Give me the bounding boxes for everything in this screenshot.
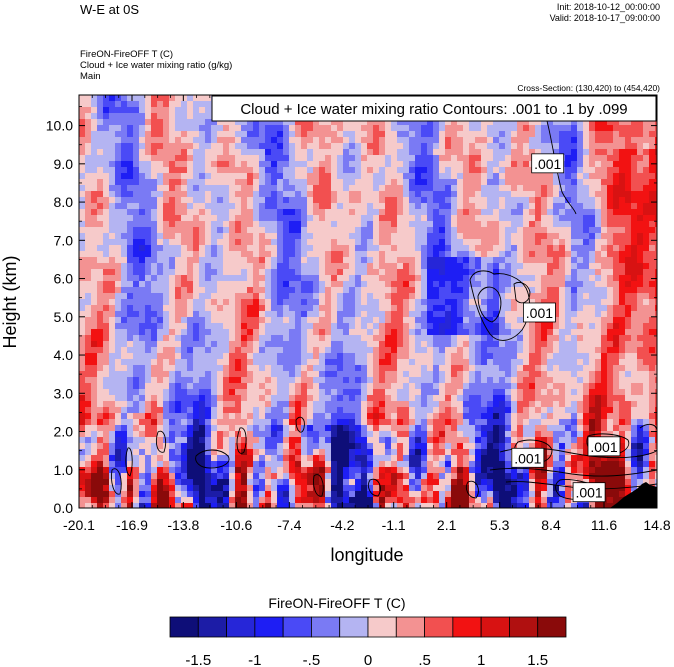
colorbar-swatch [282, 616, 312, 638]
cross-section-label: Cross-Section: (130,420) to (454,420) [517, 83, 660, 93]
y-tick-label: 6.0 [54, 271, 74, 287]
x-tick-label: 5.3 [490, 517, 510, 533]
contour-label: .001 [534, 156, 561, 172]
y-tick-label: 3.0 [54, 385, 74, 401]
colorbar-tick-label: -.5 [303, 652, 321, 667]
y-tick-label: 10.0 [46, 118, 73, 134]
y-tick-label: 5.0 [54, 309, 74, 325]
contour-label: .001 [575, 485, 602, 501]
contour-annotation: Cloud + Ice water mixing ratio Contours:… [240, 101, 627, 118]
colorbar: -1.5 -1 -.5 0 .5 1 1.5 [169, 616, 567, 667]
x-tick-label: -7.4 [277, 517, 301, 533]
x-tick-label: 14.8 [643, 517, 670, 533]
colorbar-swatch [509, 616, 539, 638]
colorbar-tick-label: 1.5 [527, 652, 548, 667]
x-tick-label: -13.8 [167, 517, 199, 533]
colorbar-swatch [537, 616, 567, 638]
x-axis-label: longitude [330, 545, 403, 565]
contour-line [236, 427, 247, 454]
colorbar-tick-label: 1 [477, 652, 485, 667]
y-tick-label: 2.0 [54, 424, 74, 440]
colorbar-swatch [254, 616, 284, 638]
valid-time: Valid: 2018-10-17_09:00:00 [549, 13, 660, 23]
contour-label: .001 [590, 439, 617, 455]
contour-line [155, 430, 167, 453]
y-tick-label: 8.0 [54, 194, 74, 210]
init-time: Init: 2018-10-12_00:00:00 [556, 2, 660, 12]
colorbar-swatch [226, 616, 256, 638]
y-axis-label: Height (km) [0, 255, 20, 348]
mixing-ratio-contours [111, 120, 657, 500]
contour-label-box [531, 153, 565, 174]
colorbar-tick-label: -1 [248, 652, 261, 667]
x-tick-label: -20.1 [63, 517, 95, 533]
contour-line [313, 474, 324, 497]
contour-line [125, 447, 133, 477]
colorbar-tick-label: 0 [364, 652, 372, 667]
contour-label: .001 [526, 305, 553, 321]
contour-label-box [572, 482, 606, 503]
y-tick-label: 7.0 [54, 232, 74, 248]
x-tick-label: -16.9 [116, 517, 148, 533]
y-tick-label: 1.0 [54, 462, 74, 478]
x-tick-label: 2.1 [437, 517, 457, 533]
contour-label: .001 [514, 450, 541, 466]
heatmap-field [79, 95, 657, 508]
x-tick-label: -10.6 [220, 517, 252, 533]
y-tick-label: 0.0 [54, 500, 74, 516]
x-tick-label: -1.1 [382, 517, 406, 533]
x-tick-label: 11.6 [591, 517, 617, 533]
colorbar-swatch [311, 616, 341, 638]
axes: -20.1 -16.9 -13.8 -10.6 -7.4 -4.2 -1.1 2.1 5.3 8.… [46, 95, 671, 533]
contour-annotation-box: Cloud + Ice water mixing ratio Contours:… [211, 95, 657, 122]
contour-line [465, 480, 479, 499]
y-tick-label: 9.0 [54, 156, 74, 172]
contour-line [295, 416, 305, 433]
colorbar-swatch [452, 616, 482, 638]
contour-line [546, 120, 577, 215]
y-tick-label: 4.0 [54, 347, 74, 363]
field-line-1: FireON-FireOFF T (C) [80, 49, 174, 60]
field-line-2: Cloud + Ice water mixing ratio (g/kg) [80, 60, 233, 71]
terrain [610, 482, 657, 508]
field-info: FireON-FireOFF T (C) Cloud + Ice water m… [80, 49, 232, 82]
colorbar-title: FireON-FireOFF T (C) [268, 595, 406, 611]
colorbar-swatch [395, 616, 425, 638]
colorbar-swatch [339, 616, 369, 638]
colorbar-swatch [480, 616, 510, 638]
x-tick-label: 8.4 [541, 517, 561, 533]
contour-line [513, 281, 531, 304]
colorbar-swatch [197, 616, 227, 638]
plot-title: W-E at 0S [80, 2, 140, 17]
contour-labels: .001 .001 .001 .001 .001 [511, 153, 621, 503]
contour-line [111, 468, 122, 495]
colorbar-tick-label: .5 [418, 652, 431, 667]
contour-line [195, 449, 230, 469]
field-line-3: Main [80, 71, 101, 82]
contour-label-box [587, 436, 621, 457]
contour-line [489, 467, 657, 477]
x-tick-label: -4.2 [330, 517, 354, 533]
colorbar-swatch [367, 616, 397, 638]
colorbar-swatch [169, 616, 199, 638]
init-valid-times: Init: 2018-10-12_00:00:00 Valid: 2018-10… [550, 2, 660, 24]
colorbar-swatch [424, 616, 454, 638]
contour-line [367, 478, 381, 497]
contour-line [477, 286, 502, 323]
contour-label-box [511, 447, 545, 468]
colorbar-tick-label: -1.5 [185, 652, 211, 667]
contour-label-box [523, 302, 556, 323]
